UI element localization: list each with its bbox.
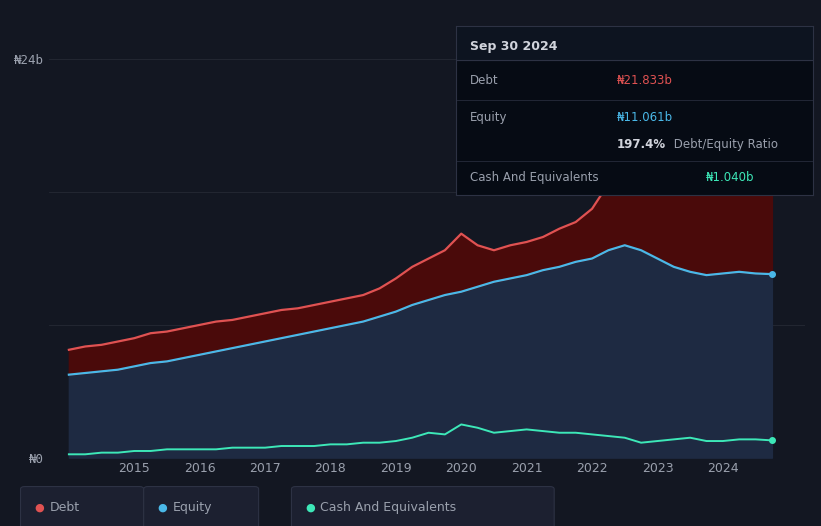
Text: Sep 30 2024: Sep 30 2024 bbox=[470, 40, 557, 53]
Bar bbox=[456, 26, 813, 60]
Text: Debt: Debt bbox=[49, 501, 80, 514]
Text: Debt: Debt bbox=[470, 74, 498, 87]
Text: ●: ● bbox=[34, 502, 44, 513]
Text: Equity: Equity bbox=[172, 501, 212, 514]
Text: 197.4%: 197.4% bbox=[617, 138, 666, 150]
Text: ●: ● bbox=[305, 502, 315, 513]
Text: Debt/Equity Ratio: Debt/Equity Ratio bbox=[670, 138, 778, 150]
Text: ₦21.833b: ₦21.833b bbox=[617, 74, 672, 87]
Text: Equity: Equity bbox=[470, 110, 507, 124]
Text: Cash And Equivalents: Cash And Equivalents bbox=[320, 501, 456, 514]
Text: ₦11.061b: ₦11.061b bbox=[617, 110, 672, 124]
Text: ●: ● bbox=[158, 502, 167, 513]
Text: ₦1.040b: ₦1.040b bbox=[706, 171, 754, 184]
Text: Cash And Equivalents: Cash And Equivalents bbox=[470, 171, 599, 184]
